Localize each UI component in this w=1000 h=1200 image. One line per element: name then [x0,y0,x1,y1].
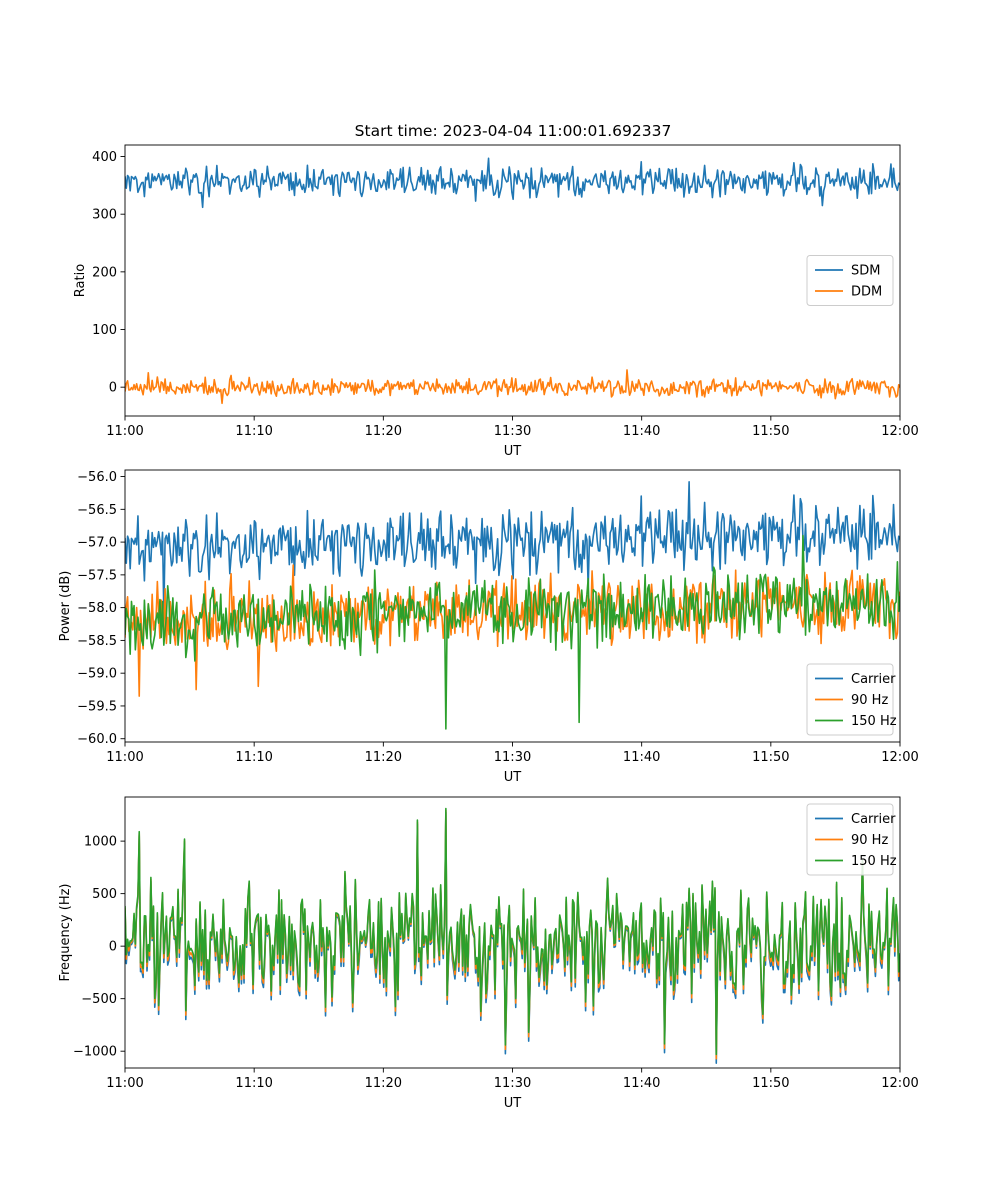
ratio-legend: SDM DDM [806,255,894,306]
y-tick-label: 200 [92,265,117,280]
series-line-150-hz [125,534,900,730]
x-tick-label: 11:30 [494,1076,531,1091]
y-tick-label: −59.0 [77,667,117,682]
x-tick-label: 11:40 [623,1076,660,1091]
y-tick-label: 400 [92,150,117,165]
x-tick-label: 11:30 [494,750,531,765]
legend-label: DDM [851,285,882,300]
legend-label: 90 Hz [851,833,888,848]
x-tick-label: 11:00 [106,424,143,439]
y-tick-label: 100 [92,323,117,338]
power-panel: 11:00 11:10 11:20 11:30 11:40 11:50 12:00 UT −60… [58,469,919,785]
power-lines [125,481,900,730]
frequency-panel: 11:00 11:10 11:20 11:30 11:40 11:50 12:00 UT −10… [58,796,919,1111]
x-tick-label: 11:20 [365,750,402,765]
y-tick-label: −60.0 [77,732,117,747]
y-tick-label: 1000 [84,835,117,850]
y-tick-label: −59.5 [77,699,117,714]
legend-label: 150 Hz [851,714,897,729]
y-axis-label: Power (dB) [58,571,73,642]
frequency-lines [125,807,900,1064]
figure-title: Start time: 2023-04-04 11:00:01.692337 [355,122,672,140]
x-tick-label: 11:30 [494,424,531,439]
legend-label: Carrier [851,672,896,687]
series-line-90-hz [125,809,900,1060]
y-axis-label: Ratio [73,264,88,297]
ratio-lines [125,157,900,405]
y-tick-label: −58.0 [77,601,117,616]
x-tick-label: 11:50 [752,1076,789,1091]
y-tick-label: −500 [81,992,117,1007]
x-tick-label: 11:10 [235,1076,272,1091]
x-axis-label: UT [504,444,522,459]
y-tick-label: 0 [109,940,117,955]
x-tick-label: 11:40 [623,424,660,439]
y-tick-label: −57.0 [77,536,117,551]
x-tick-label: 11:10 [235,750,272,765]
y-tick-label: −1000 [73,1045,117,1060]
series-line-carrier [125,481,900,615]
y-tick-label: 300 [92,208,117,223]
frequency-axes-frame [124,796,901,1069]
legend-label: 150 Hz [851,854,897,869]
series-line-sdm [125,157,900,209]
x-tick-label: 11:10 [235,424,272,439]
legend-label: Carrier [851,812,896,827]
legend-label: 90 Hz [851,693,888,708]
y-tick-label: −56.5 [77,503,117,518]
x-tick-label: 11:20 [365,1076,402,1091]
power-legend: Carrier 90 Hz 150 Hz [806,663,897,736]
frequency-legend: Carrier 90 Hz 150 Hz [806,803,897,876]
x-tick-label: 11:00 [106,750,143,765]
y-tick-label: −58.5 [77,634,117,649]
legend-label: SDM [851,264,880,279]
x-tick-label: 12:00 [881,1076,918,1091]
x-tick-label: 12:00 [881,424,918,439]
x-tick-label: 11:20 [365,424,402,439]
series-line-carrier [125,811,900,1064]
y-tick-label: −56.0 [77,470,117,485]
y-tick-label: −57.5 [77,568,117,583]
series-line-150-hz [125,807,900,1056]
y-tick-label: 500 [92,887,117,902]
x-tick-label: 11:40 [623,750,660,765]
x-tick-label: 11:50 [752,424,789,439]
x-tick-label: 12:00 [881,750,918,765]
y-axis-label: Frequency (Hz) [58,883,73,981]
x-tick-label: 11:00 [106,1076,143,1091]
series-line-ddm [125,369,900,405]
y-tick-label: 0 [109,381,117,396]
x-axis-label: UT [504,1096,522,1111]
ratio-panel: 11:00 11:10 11:20 11:30 11:40 11:50 12:00 UT 0 10… [73,144,919,459]
x-axis-label: UT [504,770,522,785]
x-tick-label: 11:50 [752,750,789,765]
